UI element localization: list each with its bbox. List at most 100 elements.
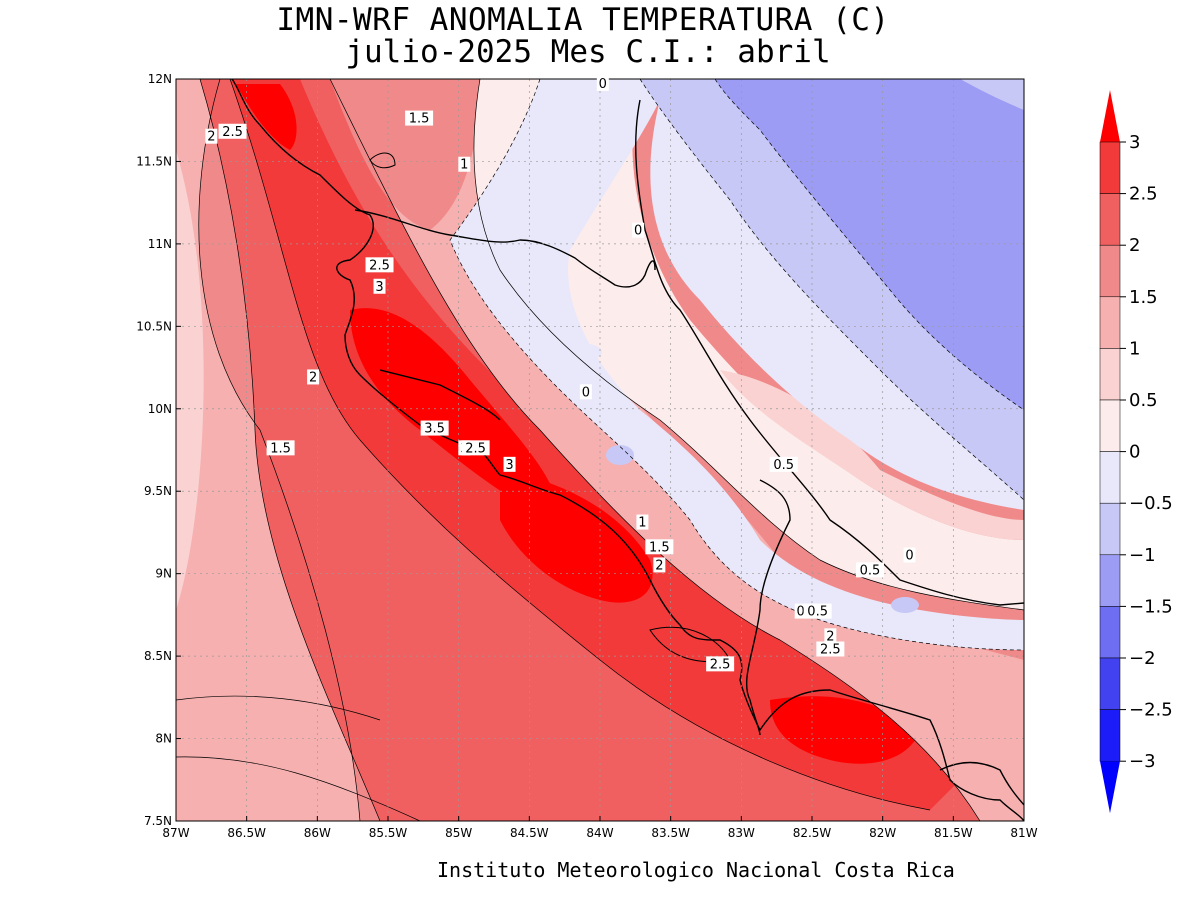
contour-label-text: 3 [375, 280, 383, 295]
y-tick-label: 10N [148, 402, 172, 416]
contour-label: 0 [632, 222, 645, 239]
contour-label-text: 1.5 [409, 112, 430, 127]
contour-label-bg [645, 539, 674, 555]
contour-label-text: 2.5 [465, 441, 486, 456]
colorbar-segment [1099, 451, 1121, 504]
contour-label-text: 2.5 [710, 657, 731, 672]
contour-labels: 2.521.51002.5321.503.532.530.511.520.500… [205, 75, 916, 672]
colorbar-segment [1099, 141, 1121, 194]
y-tick-label: 12N [148, 72, 172, 86]
x-tick-label: 83.5W [651, 826, 690, 840]
contour-label: 0.5 [803, 603, 832, 620]
contour-label: 2.5 [706, 656, 735, 672]
contour-label: 2 [653, 557, 666, 573]
chart-subtitle: julio-2025 Mes C.I.: abril [345, 34, 831, 70]
colorbar-arrow-top [1100, 90, 1120, 142]
contour-label-bg [803, 603, 832, 619]
contour-label-bg [636, 514, 649, 530]
colorbar-level-label: 0.5 [1129, 390, 1158, 411]
contour-label-bg [653, 557, 666, 573]
x-axis-ticks: 87W 86.5W 86W 85.5W 85W 84.5W 84W 83.5W 83W 82.5W… [162, 816, 1038, 840]
colorbar-segment [1099, 399, 1121, 452]
contour-label-bg [307, 369, 320, 385]
x-tick-label: 86W [304, 826, 331, 840]
contour-label: 3 [373, 278, 386, 295]
colorbar-segment [1099, 244, 1121, 298]
contour-label-text: 2 [655, 558, 663, 573]
colorbar-segment [1099, 606, 1121, 659]
contour-label-text: 0.5 [860, 563, 881, 578]
x-tick-label: 85.5W [369, 826, 408, 840]
contour-label-bg [405, 110, 434, 126]
contour-label: 2.5 [461, 440, 490, 456]
contour-label-text: 2.5 [369, 258, 390, 273]
contour-label: 3 [503, 456, 516, 473]
x-tick-label: 81W [1010, 826, 1037, 840]
contour-label-text: 2 [207, 130, 215, 145]
contour-label-bg [266, 440, 295, 456]
x-tick-label: 82.5W [793, 826, 832, 840]
contour-label-text: 1.5 [649, 540, 670, 555]
y-tick-label: 7.5N [144, 814, 172, 828]
y-tick-label: 11.5N [136, 154, 172, 168]
contour-label-bg [373, 278, 386, 294]
contour-label: 1.5 [266, 440, 295, 456]
contour-label-bg [769, 456, 798, 472]
contour-label-bg [903, 547, 916, 563]
colorbar-level-label: 1 [1129, 338, 1140, 359]
contour-label: 2 [307, 369, 320, 385]
contour-label: 1 [458, 156, 471, 173]
y-axis-ticks: 7.5N 8N 8.5N 9N 9.5N 10N 10.5N 11N 11.5N 12N [136, 72, 181, 828]
contour-label-bg [632, 222, 645, 238]
colorbar-level-label: −3 [1129, 751, 1156, 772]
contour-label-text: 0.5 [773, 458, 794, 473]
contour-label-bg [420, 420, 449, 436]
contour-label-text: 2 [826, 629, 834, 644]
colorbar-level-label: −2 [1129, 648, 1156, 669]
y-tick-label: 10.5N [136, 319, 172, 333]
contour-label-bg [816, 641, 845, 657]
colorbar-segment [1099, 657, 1121, 710]
colorbar-segment [1099, 193, 1121, 246]
y-tick-label: 9.5N [144, 484, 172, 498]
colorbar-level-label: 0 [1129, 442, 1140, 463]
colorbar-level-label: −0.5 [1129, 493, 1173, 514]
contour-label: 2.5 [816, 641, 845, 658]
x-tick-label: 86.5W [227, 826, 266, 840]
contour-label: 2.5 [365, 257, 394, 273]
colorbar-segment [1099, 348, 1121, 401]
x-tick-label: 84W [586, 826, 613, 840]
y-tick-label: 11N [148, 237, 172, 251]
contour-label-bg [706, 656, 735, 672]
contour-label-text: 0.5 [807, 605, 828, 620]
contour-label-bg [461, 440, 490, 456]
contour-label-bg [855, 562, 884, 578]
contour-label: 0 [903, 547, 916, 564]
x-tick-label: 83W [728, 826, 755, 840]
x-tick-label: 84.5W [510, 826, 549, 840]
x-tick-label: 81.5W [934, 826, 973, 840]
contour-label: 2 [824, 628, 837, 644]
contour-label-bg [458, 156, 471, 172]
x-tick-label: 82W [869, 826, 896, 840]
contour-label-text: 0 [797, 605, 805, 620]
contour-label: 1.5 [405, 110, 434, 127]
contour-label-bg [596, 75, 609, 91]
contour-label: 1 [636, 514, 649, 531]
contour-label-bg [503, 456, 516, 472]
contour-label-text: 0 [905, 549, 913, 564]
colorbar-segment [1099, 554, 1121, 607]
colorbar-segment [1099, 709, 1121, 762]
contour-label: 0 [596, 75, 609, 92]
contour-label: 1.5 [645, 539, 674, 555]
contour-label-bg [579, 384, 592, 400]
colorbar-level-label: −1 [1129, 545, 1156, 566]
contour-label-text: 3 [505, 458, 513, 473]
contour-label-text: 1 [460, 158, 468, 173]
contour-label-bg [205, 128, 218, 144]
colorbar-level-label: 1.5 [1129, 287, 1158, 308]
contour-label-text: 1 [638, 516, 646, 531]
x-tick-label: 85W [445, 826, 472, 840]
y-tick-label: 8.5N [144, 649, 172, 663]
